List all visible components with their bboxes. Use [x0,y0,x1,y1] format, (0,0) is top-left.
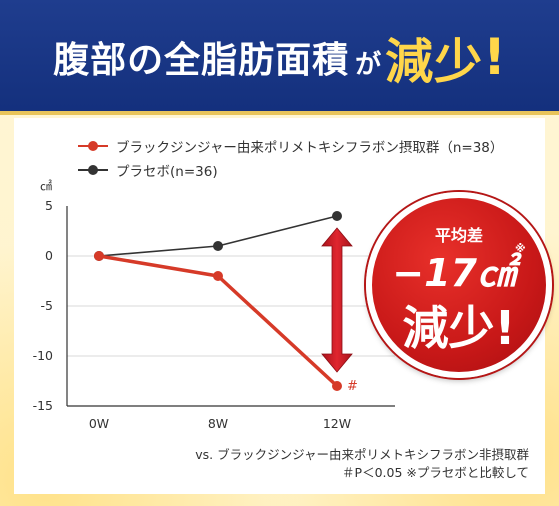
headline-particle: が [355,49,382,80]
significance-mark: # [347,379,358,394]
legend-label-placebo: プラセボ(n=36) [116,164,218,180]
badge-label: 平均差 [434,226,483,245]
y-tick-label: 0 [45,248,53,263]
legend-label-treatment: ブラックジンジャー由来ポリメトキシフラボン摂取群（n=38） [116,140,504,156]
data-point-treatment [94,251,104,261]
legend-item-treatment: ブラックジンジャー由来ポリメトキシフラボン摂取群（n=38） [78,136,503,156]
legend-marker-treatment [88,141,98,151]
headline: 腹部の全脂肪面積 が 減少 ! [0,12,559,102]
y-unit-label: ㎠ [40,179,53,193]
headline-banner [0,0,559,115]
x-tick-label: 12W [323,416,351,431]
average-difference-badge: 平均差 −17㎠※ 減少! [366,192,552,378]
legend-swatch-placebo [78,165,108,175]
data-point-treatment [332,381,342,391]
headline-exclamation: ! [483,28,506,86]
y-tick-label: 5 [45,198,53,213]
headline-accent: 減少 [385,34,484,90]
legend-item-placebo: プラセボ(n=36) [78,160,218,180]
headline-main: 腹部の全脂肪面積 [53,40,350,81]
badge-value-number: −17㎠ [392,251,516,295]
data-point-placebo [213,241,223,251]
x-tick-label: 0W [89,416,109,431]
badge-value-mark: ※ [515,242,526,255]
data-point-placebo [332,211,342,221]
difference-arrow [321,227,353,373]
y-tick-label: -5 [41,298,53,313]
badge-decrease-text: 減少! [402,301,516,355]
badge-value: −17㎠※ [372,242,546,297]
legend-marker-placebo [88,165,98,175]
x-tick-label: 8W [208,416,228,431]
footnote-1: vs. ブラックジンジャー由来ポリメトキシフラボン非摂取群 [195,447,529,462]
y-tick-label: -10 [33,348,53,363]
y-tick-label: -15 [33,398,53,413]
footnote-2: ＃P＜0.05 ※プラセボと比較して [342,465,529,480]
legend-swatch-treatment [78,141,108,151]
data-point-treatment [213,271,223,281]
